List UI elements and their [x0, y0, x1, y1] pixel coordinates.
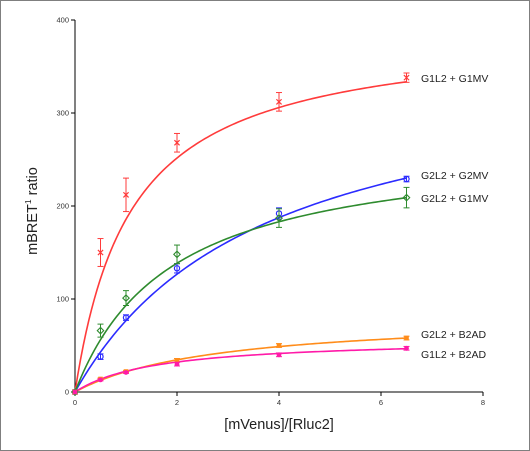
data-point: [404, 345, 409, 351]
data-point: [72, 389, 78, 395]
data-point: [123, 370, 129, 375]
y-axis-ticks: 0 100 200 300 400: [56, 16, 75, 397]
series-g2l2-b2ad: [72, 335, 410, 395]
fit-curve-g1l2-g1mv: [74, 81, 407, 393]
data-point: [174, 358, 180, 363]
legend-label: G1L2 + B2AD: [421, 349, 486, 361]
fit-curve-g2l2-b2ad: [74, 337, 407, 393]
data-point: [97, 353, 104, 360]
y-tick-label: 200: [56, 202, 69, 211]
data-point: [276, 352, 282, 358]
data-point: [403, 74, 410, 81]
fit-curve-g2l2-g1mv: [74, 196, 407, 393]
x-tick-label: 0: [73, 398, 77, 407]
data-point: [275, 98, 283, 105]
series-g2l2-g2mv: [71, 175, 410, 396]
x-tick-label: 4: [277, 398, 281, 407]
y-axis-title-superscript: 1: [23, 199, 33, 204]
y-tick-label: 0: [65, 388, 69, 397]
series-g2l2-g1mv: [71, 186, 411, 396]
fit-curves: [74, 81, 407, 393]
series-g1l2-b2ad: [72, 345, 410, 395]
y-tick-label: 400: [56, 16, 69, 25]
x-tick-label: 2: [175, 398, 179, 407]
legend-item-g1l2-g1mv: G1L2 + G1MV: [421, 73, 488, 85]
legend-label: G1L2 + G1MV: [421, 73, 488, 85]
data-point: [122, 294, 130, 303]
legend-label: G2L2 + G2MV: [421, 170, 488, 182]
data-point: [122, 314, 130, 321]
data-point: [122, 191, 130, 198]
data-points: [71, 72, 411, 396]
data-point: [404, 335, 409, 341]
y-tick-label: 100: [56, 295, 69, 304]
y-tick-label: 300: [56, 109, 69, 118]
fit-curve-g2l2-g2mv: [74, 177, 407, 393]
y-axis-title-suffix: ratio: [25, 167, 41, 199]
data-point: [403, 175, 410, 183]
legend-item-g2l2-b2ad: G2L2 + B2AD: [421, 329, 486, 341]
data-point: [275, 214, 283, 223]
series-g1l2-g1mv: [71, 72, 410, 396]
x-tick-label: 6: [379, 398, 383, 407]
data-point: [402, 193, 411, 202]
legend-label: G2L2 + G1MV: [421, 193, 488, 205]
data-point: [173, 265, 181, 272]
x-axis-ticks: 0 2 4 6 8: [73, 392, 485, 407]
y-axis-title: mBRET1 ratio: [23, 167, 41, 255]
data-point: [98, 377, 103, 383]
data-point: [173, 250, 181, 259]
legend-item-g1l2-b2ad: G1L2 + B2AD: [421, 349, 486, 361]
data-point: [97, 249, 104, 256]
legend-item-g2l2-g1mv: G2L2 + G1MV: [421, 193, 488, 205]
data-point: [174, 361, 180, 367]
axes: 0 2 4 6 8 0 100 200 300 400: [56, 16, 485, 408]
fit-curve-g1l2-b2ad: [74, 347, 407, 393]
data-point: [276, 343, 282, 348]
x-axis-title: [mVenus]/[Rluc2]: [224, 417, 334, 433]
data-point: [173, 139, 181, 146]
x-tick-label: 8: [481, 398, 485, 407]
legend-label: G2L2 + B2AD: [421, 329, 486, 341]
data-point: [96, 326, 105, 335]
legend: G1L2 + G1MV G2L2 + G2MV G2L2 + G1MV G2L2 + …: [421, 73, 488, 361]
legend-item-g2l2-g2mv: G2L2 + G2MV: [421, 170, 488, 182]
y-axis-title-main: mBRET: [25, 204, 41, 255]
